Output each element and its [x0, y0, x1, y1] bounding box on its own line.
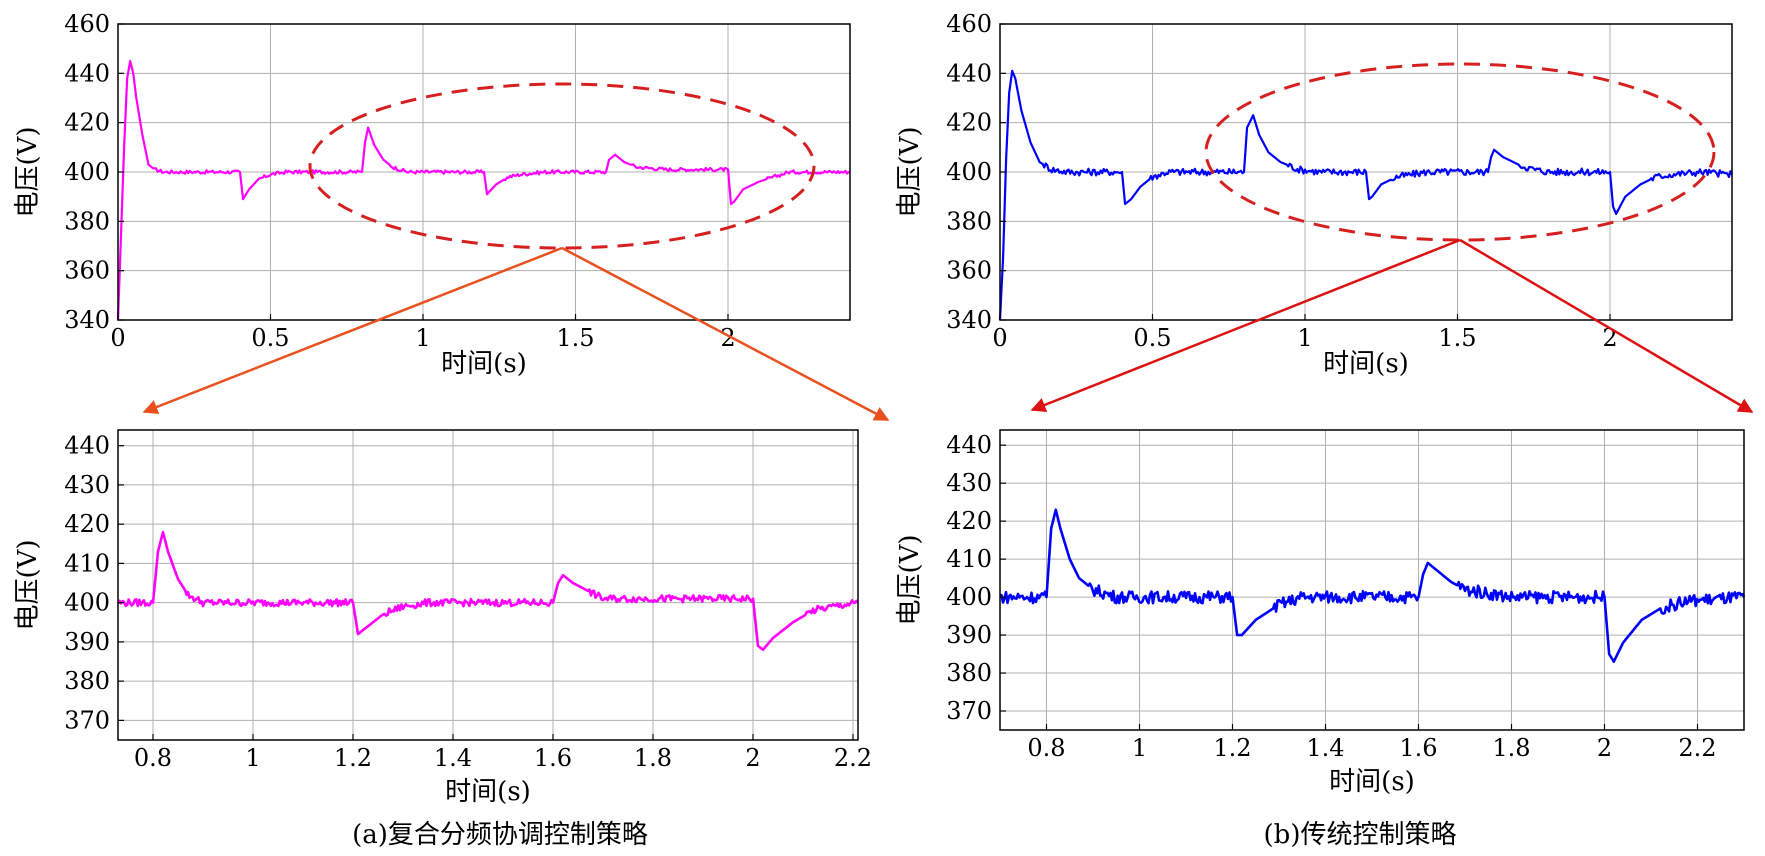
- y-tick-label: 360: [64, 257, 110, 285]
- y-tick-label: 420: [64, 109, 110, 137]
- x-tick-label: 1: [245, 744, 260, 772]
- y-tick-label: 430: [64, 471, 110, 499]
- y-tick-label: 390: [946, 621, 992, 649]
- x-tick-label: 1: [1132, 734, 1147, 762]
- x-tick-label: 1.4: [1306, 734, 1344, 762]
- y-tick-label: 380: [946, 659, 992, 687]
- x-tick-label: 0.5: [1133, 324, 1171, 352]
- y-tick-label: 420: [946, 109, 992, 137]
- voltage-series-line: [998, 69, 1733, 321]
- x-axis-label: 时间(s): [1323, 349, 1409, 379]
- y-tick-label: 340: [64, 306, 110, 334]
- voltage-series-line: [116, 59, 851, 321]
- y-tick-label: 400: [64, 158, 110, 186]
- y-tick-label: 460: [64, 10, 110, 38]
- y-tick-label: 400: [64, 589, 110, 617]
- x-axis-label: 时间(s): [441, 349, 527, 379]
- y-tick-label: 360: [946, 257, 992, 285]
- caption-a: (a)复合分频协调控制策略: [352, 820, 648, 850]
- y-tick-label: 340: [946, 306, 992, 334]
- y-tick-label: 440: [64, 59, 110, 87]
- voltage-series-line: [999, 508, 1746, 663]
- caption-b: (b)传统控制策略: [1264, 820, 1457, 850]
- y-axis-label: 电压(V): [13, 539, 43, 630]
- y-tick-label: 420: [64, 510, 110, 538]
- zoom-arrow-b-left: [1030, 238, 1461, 412]
- y-tick-label: 460: [946, 10, 992, 38]
- y-tick-label: 410: [64, 549, 110, 577]
- zoom-arrow-a-right: [561, 246, 890, 422]
- x-tick-label: 0.8: [1027, 734, 1065, 762]
- x-tick-label: 2.2: [834, 744, 872, 772]
- y-tick-label: 440: [946, 59, 992, 87]
- x-tick-label: 1.8: [634, 744, 672, 772]
- y-axis-label: 电压(V): [895, 534, 925, 625]
- x-tick-label: 1.5: [1438, 324, 1476, 352]
- plot-frame: [117, 429, 859, 741]
- x-tick-label: 1.8: [1492, 734, 1530, 762]
- y-tick-label: 440: [946, 431, 992, 459]
- y-tick-label: 440: [64, 432, 110, 460]
- y-tick-label: 430: [946, 469, 992, 497]
- y-axis-label: 电压(V): [895, 126, 925, 217]
- x-tick-label: 0.8: [134, 744, 172, 772]
- y-tick-label: 380: [946, 207, 992, 235]
- x-tick-label: 1.5: [556, 324, 594, 352]
- x-tick-label: 1.6: [534, 744, 572, 772]
- y-tick-label: 390: [64, 628, 110, 656]
- panel-a-top-chart: 0 0.5 1 1.5 2 340 360 380 400 420 440 460 时间(s) 电压(V): [13, 10, 851, 379]
- zoom-ellipse-a: [308, 82, 816, 250]
- x-axis-label: 时间(s): [1329, 767, 1415, 797]
- x-tick-label: 2: [720, 324, 735, 352]
- x-axis-label: 时间(s): [445, 777, 531, 807]
- y-tick-label: 400: [946, 583, 992, 611]
- x-tick-label: 0: [110, 324, 125, 352]
- y-tick-label: 370: [946, 697, 992, 725]
- x-tick-label: 1.6: [1399, 734, 1437, 762]
- zoom-arrow-a-left: [142, 246, 563, 415]
- x-tick-label: 2.2: [1678, 734, 1716, 762]
- plot-frame: [999, 429, 1745, 731]
- x-tick-label: 1.4: [434, 744, 472, 772]
- panel-b-zoom-chart: 0.8 1 1.2 1.4 1.6 1.8 2 2.2 370 380 390 400 410 420 43…: [895, 429, 1746, 797]
- voltage-series-line: [116, 530, 859, 652]
- x-tick-label: 2: [745, 744, 760, 772]
- x-tick-label: 1.2: [1213, 734, 1251, 762]
- y-tick-label: 420: [946, 507, 992, 535]
- x-tick-label: 0: [992, 324, 1007, 352]
- y-axis-label: 电压(V): [13, 126, 43, 217]
- y-tick-label: 370: [64, 706, 110, 734]
- x-tick-label: 1.2: [334, 744, 372, 772]
- x-tick-label: 1: [1297, 324, 1312, 352]
- y-tick-label: 400: [946, 158, 992, 186]
- x-tick-label: 1: [415, 324, 430, 352]
- x-tick-label: 0.5: [251, 324, 289, 352]
- x-tick-label: 2: [1597, 734, 1612, 762]
- y-tick-label: 380: [64, 207, 110, 235]
- y-tick-label: 410: [946, 545, 992, 573]
- panel-a-zoom-chart: 0.8 1 1.2 1.4 1.6 1.8 2 2.2 370 380 390 400 410 420 43…: [13, 429, 872, 807]
- y-tick-label: 380: [64, 667, 110, 695]
- zoom-arrow-b-right: [1459, 238, 1754, 414]
- zoom-ellipse-b: [1204, 62, 1716, 242]
